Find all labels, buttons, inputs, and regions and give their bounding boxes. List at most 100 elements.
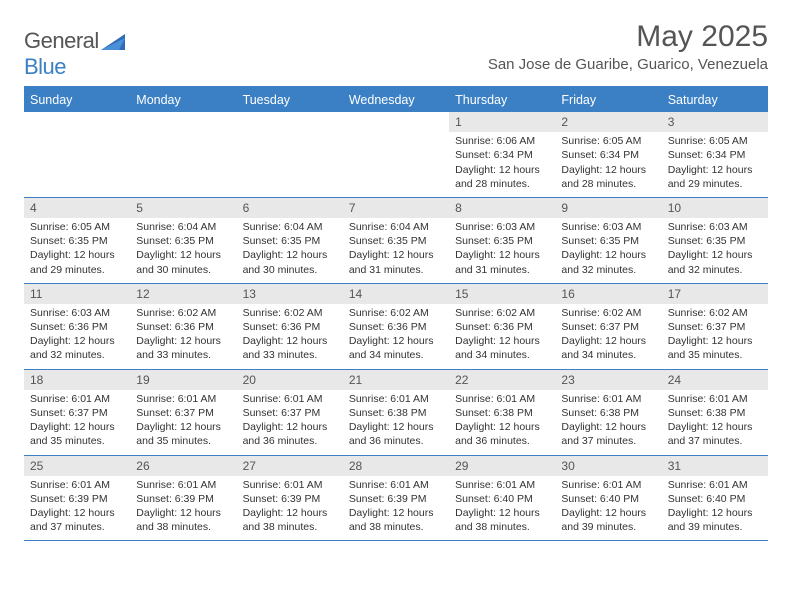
calendar-cell: 4Sunrise: 6:05 AMSunset: 6:35 PMDaylight… xyxy=(24,197,130,283)
day-number: 19 xyxy=(130,370,236,390)
day-details: Sunrise: 6:03 AMSunset: 6:35 PMDaylight:… xyxy=(662,218,768,283)
calendar-row: 25Sunrise: 6:01 AMSunset: 6:39 PMDayligh… xyxy=(24,455,768,541)
calendar-cell: 1Sunrise: 6:06 AMSunset: 6:34 PMDaylight… xyxy=(449,112,555,197)
day-number xyxy=(237,112,343,132)
day-details: Sunrise: 6:05 AMSunset: 6:34 PMDaylight:… xyxy=(662,132,768,197)
daylight-text: Daylight: 12 hours and 38 minutes. xyxy=(136,506,230,534)
day-details: Sunrise: 6:01 AMSunset: 6:38 PMDaylight:… xyxy=(449,390,555,455)
day-number: 27 xyxy=(237,456,343,476)
daylight-text: Daylight: 12 hours and 32 minutes. xyxy=(668,248,762,276)
sunset-text: Sunset: 6:38 PM xyxy=(561,406,655,420)
calendar-cell: 6Sunrise: 6:04 AMSunset: 6:35 PMDaylight… xyxy=(237,197,343,283)
sunset-text: Sunset: 6:37 PM xyxy=(136,406,230,420)
sunset-text: Sunset: 6:40 PM xyxy=(668,492,762,506)
day-number: 22 xyxy=(449,370,555,390)
weekday-header: Friday xyxy=(555,88,661,112)
daylight-text: Daylight: 12 hours and 31 minutes. xyxy=(349,248,443,276)
day-details: Sunrise: 6:02 AMSunset: 6:36 PMDaylight:… xyxy=(449,304,555,369)
day-number: 9 xyxy=(555,198,661,218)
day-number xyxy=(343,112,449,132)
day-number xyxy=(130,112,236,132)
day-number: 24 xyxy=(662,370,768,390)
sunset-text: Sunset: 6:35 PM xyxy=(455,234,549,248)
calendar-body: 1Sunrise: 6:06 AMSunset: 6:34 PMDaylight… xyxy=(24,112,768,541)
calendar-cell: 10Sunrise: 6:03 AMSunset: 6:35 PMDayligh… xyxy=(662,197,768,283)
day-details: Sunrise: 6:01 AMSunset: 6:37 PMDaylight:… xyxy=(237,390,343,455)
sunrise-text: Sunrise: 6:01 AM xyxy=(136,392,230,406)
calendar-cell: 14Sunrise: 6:02 AMSunset: 6:36 PMDayligh… xyxy=(343,283,449,369)
calendar-cell: 22Sunrise: 6:01 AMSunset: 6:38 PMDayligh… xyxy=(449,369,555,455)
day-number: 4 xyxy=(24,198,130,218)
calendar-cell xyxy=(24,112,130,197)
day-details: Sunrise: 6:01 AMSunset: 6:38 PMDaylight:… xyxy=(662,390,768,455)
weekday-header: Tuesday xyxy=(237,88,343,112)
calendar-cell: 17Sunrise: 6:02 AMSunset: 6:37 PMDayligh… xyxy=(662,283,768,369)
sunrise-text: Sunrise: 6:01 AM xyxy=(668,392,762,406)
sunset-text: Sunset: 6:40 PM xyxy=(455,492,549,506)
daylight-text: Daylight: 12 hours and 29 minutes. xyxy=(668,163,762,191)
day-number: 13 xyxy=(237,284,343,304)
day-number: 21 xyxy=(343,370,449,390)
day-details: Sunrise: 6:01 AMSunset: 6:40 PMDaylight:… xyxy=(662,476,768,541)
day-number: 17 xyxy=(662,284,768,304)
day-details: Sunrise: 6:02 AMSunset: 6:36 PMDaylight:… xyxy=(343,304,449,369)
calendar-cell: 9Sunrise: 6:03 AMSunset: 6:35 PMDaylight… xyxy=(555,197,661,283)
calendar-cell: 23Sunrise: 6:01 AMSunset: 6:38 PMDayligh… xyxy=(555,369,661,455)
day-number: 2 xyxy=(555,112,661,132)
calendar-cell xyxy=(343,112,449,197)
day-number: 15 xyxy=(449,284,555,304)
sunset-text: Sunset: 6:39 PM xyxy=(136,492,230,506)
sunset-text: Sunset: 6:37 PM xyxy=(243,406,337,420)
sunrise-text: Sunrise: 6:01 AM xyxy=(668,478,762,492)
calendar-row: 11Sunrise: 6:03 AMSunset: 6:36 PMDayligh… xyxy=(24,283,768,369)
day-number: 20 xyxy=(237,370,343,390)
day-number: 16 xyxy=(555,284,661,304)
sunset-text: Sunset: 6:40 PM xyxy=(561,492,655,506)
daylight-text: Daylight: 12 hours and 34 minutes. xyxy=(349,334,443,362)
daylight-text: Daylight: 12 hours and 32 minutes. xyxy=(561,248,655,276)
daylight-text: Daylight: 12 hours and 37 minutes. xyxy=(668,420,762,448)
day-details: Sunrise: 6:01 AMSunset: 6:40 PMDaylight:… xyxy=(449,476,555,541)
sunrise-text: Sunrise: 6:01 AM xyxy=(561,392,655,406)
weekday-header-row: SundayMondayTuesdayWednesdayThursdayFrid… xyxy=(24,88,768,112)
daylight-text: Daylight: 12 hours and 38 minutes. xyxy=(349,506,443,534)
day-details: Sunrise: 6:03 AMSunset: 6:36 PMDaylight:… xyxy=(24,304,130,369)
day-number: 7 xyxy=(343,198,449,218)
sunrise-text: Sunrise: 6:01 AM xyxy=(455,392,549,406)
logo-part1: General xyxy=(24,28,99,53)
day-details: Sunrise: 6:02 AMSunset: 6:36 PMDaylight:… xyxy=(130,304,236,369)
sunset-text: Sunset: 6:35 PM xyxy=(30,234,124,248)
sunrise-text: Sunrise: 6:01 AM xyxy=(243,478,337,492)
day-number: 3 xyxy=(662,112,768,132)
daylight-text: Daylight: 12 hours and 39 minutes. xyxy=(561,506,655,534)
calendar-cell: 29Sunrise: 6:01 AMSunset: 6:40 PMDayligh… xyxy=(449,455,555,541)
daylight-text: Daylight: 12 hours and 36 minutes. xyxy=(243,420,337,448)
calendar-cell xyxy=(237,112,343,197)
calendar-cell: 7Sunrise: 6:04 AMSunset: 6:35 PMDaylight… xyxy=(343,197,449,283)
daylight-text: Daylight: 12 hours and 34 minutes. xyxy=(455,334,549,362)
calendar-cell: 31Sunrise: 6:01 AMSunset: 6:40 PMDayligh… xyxy=(662,455,768,541)
day-details: Sunrise: 6:01 AMSunset: 6:38 PMDaylight:… xyxy=(343,390,449,455)
daylight-text: Daylight: 12 hours and 36 minutes. xyxy=(349,420,443,448)
day-details: Sunrise: 6:01 AMSunset: 6:39 PMDaylight:… xyxy=(237,476,343,541)
calendar-cell: 24Sunrise: 6:01 AMSunset: 6:38 PMDayligh… xyxy=(662,369,768,455)
daylight-text: Daylight: 12 hours and 36 minutes. xyxy=(455,420,549,448)
sunset-text: Sunset: 6:39 PM xyxy=(30,492,124,506)
sunrise-text: Sunrise: 6:03 AM xyxy=(455,220,549,234)
daylight-text: Daylight: 12 hours and 33 minutes. xyxy=(243,334,337,362)
sunrise-text: Sunrise: 6:03 AM xyxy=(30,306,124,320)
day-details: Sunrise: 6:04 AMSunset: 6:35 PMDaylight:… xyxy=(130,218,236,283)
sunrise-text: Sunrise: 6:01 AM xyxy=(136,478,230,492)
day-number: 11 xyxy=(24,284,130,304)
calendar-cell: 19Sunrise: 6:01 AMSunset: 6:37 PMDayligh… xyxy=(130,369,236,455)
sunrise-text: Sunrise: 6:02 AM xyxy=(136,306,230,320)
day-number: 12 xyxy=(130,284,236,304)
calendar-cell: 28Sunrise: 6:01 AMSunset: 6:39 PMDayligh… xyxy=(343,455,449,541)
calendar-row: 1Sunrise: 6:06 AMSunset: 6:34 PMDaylight… xyxy=(24,112,768,197)
calendar-cell: 27Sunrise: 6:01 AMSunset: 6:39 PMDayligh… xyxy=(237,455,343,541)
sunrise-text: Sunrise: 6:03 AM xyxy=(668,220,762,234)
day-number: 31 xyxy=(662,456,768,476)
daylight-text: Daylight: 12 hours and 38 minutes. xyxy=(455,506,549,534)
sunset-text: Sunset: 6:38 PM xyxy=(668,406,762,420)
daylight-text: Daylight: 12 hours and 28 minutes. xyxy=(455,163,549,191)
